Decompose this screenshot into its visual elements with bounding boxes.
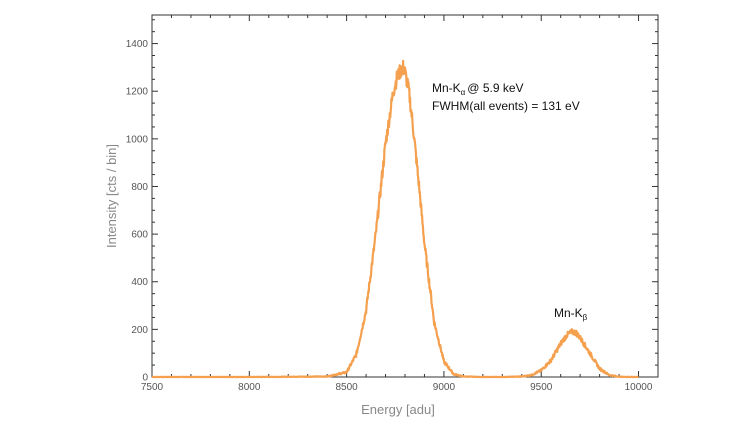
y-tick-label: 200 (131, 325, 148, 336)
x-tick-label: 8000 (238, 382, 261, 393)
annotation-mn-kbeta: Mn-Kβ (554, 306, 588, 322)
x-tick-label: 7500 (141, 382, 164, 393)
annotation-mn-kbeta-main: Mn-K (554, 306, 583, 320)
y-tick-label: 400 (131, 277, 148, 288)
axis-ticks (151, 15, 659, 378)
y-axis-title: Intensity [cts / bin] (104, 144, 119, 248)
annotation-fwhm: FWHM(all events) = 131 eV (432, 99, 580, 113)
y-tick-label: 1400 (126, 39, 149, 50)
annotation-mn-kalpha-rest: @ 5.9 keV (467, 81, 523, 95)
x-axis-title: Energy [adu] (361, 402, 435, 417)
annotation-mn-kalpha-main: Mn-K (432, 81, 461, 95)
y-tick-label: 1200 (126, 87, 149, 98)
annotation-mn-kalpha: Mn-Kα @ 5.9 keV (432, 81, 524, 97)
x-tick-label: 8500 (335, 382, 358, 393)
x-tick-label: 9000 (433, 382, 456, 393)
y-tick-label: 1000 (126, 134, 149, 145)
tick-labels: 7500 8000 8500 9000 9500 10000 0 200 400 600 800 10… (126, 39, 653, 393)
spectrum-series-line (151, 59, 640, 379)
y-tick-label: 0 (142, 373, 148, 384)
y-tick-label: 800 (131, 182, 148, 193)
annotation-mn-kbeta-sub: β (583, 313, 588, 322)
x-tick-label: 10000 (625, 382, 653, 393)
annotation-mn-kalpha-sub: α (461, 88, 466, 97)
y-tick-label: 600 (131, 230, 148, 241)
x-tick-label: 9500 (530, 382, 553, 393)
